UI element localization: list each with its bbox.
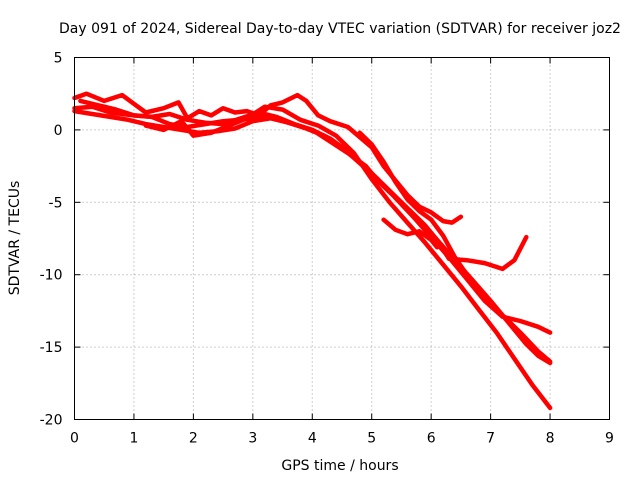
x-tick-label: 2 [189,431,198,447]
y-tick-label: -15 [40,340,63,356]
chart-title: Day 091 of 2024, Sidereal Day-to-day VTE… [59,21,621,37]
x-tick-label: 4 [308,431,317,447]
series-line-track-d [78,98,553,366]
y-tick-label: -20 [40,413,63,429]
y-tick-label: -10 [40,268,63,284]
x-tick-label: 1 [129,431,138,447]
y-tick-label: 5 [54,51,63,67]
axis-ticks: 0 1 2 3 4 5 6 7 8 9 5 0 -5 -10 -15 -20 [40,51,614,447]
x-tick-label: 5 [367,431,376,447]
y-tick-label: -5 [49,195,63,211]
series-line-track-g [381,217,440,250]
x-tick-label: 3 [248,431,257,447]
plot-frame [74,57,610,420]
y-tick-label: 0 [54,123,63,139]
x-tick-label: 6 [427,431,436,447]
x-tick-label: 0 [70,431,79,447]
series-line-track-f [357,130,553,364]
x-tick-label: 7 [486,431,495,447]
x-tick-label: 8 [546,431,555,447]
series-line-track-e [143,104,553,411]
y-axis-label: SDTVAR / TECUs [7,181,23,296]
series-group [72,91,553,411]
x-axis-label: GPS time / hours [281,458,398,474]
series-line-track-b [72,104,529,272]
x-tick-label: 9 [605,431,614,447]
